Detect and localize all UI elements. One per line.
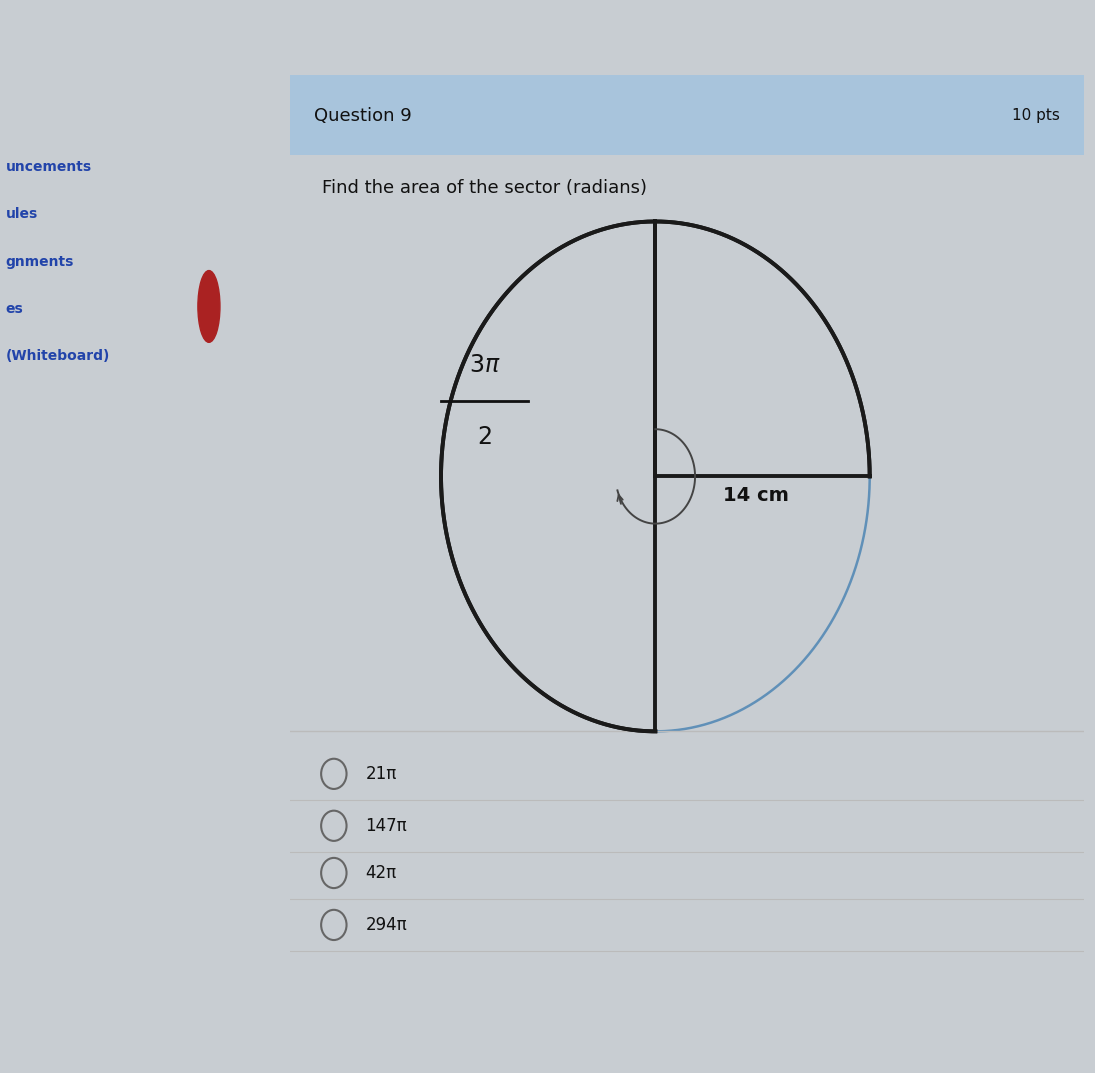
Text: ules: ules [5,207,38,221]
FancyBboxPatch shape [290,75,1084,156]
Text: Question 9: Question 9 [314,106,412,124]
Circle shape [198,270,220,342]
Text: 42π: 42π [366,864,396,882]
Text: 2: 2 [477,425,492,449]
Text: es: es [5,302,24,315]
Text: 14 cm: 14 cm [723,486,788,504]
Text: 10 pts: 10 pts [1013,108,1060,123]
Text: uncements: uncements [5,160,92,174]
Text: $3\pi$: $3\pi$ [469,353,500,377]
Text: 21π: 21π [366,765,397,783]
Text: (Whiteboard): (Whiteboard) [5,349,111,363]
Text: 147π: 147π [366,817,407,835]
Text: gnments: gnments [5,254,74,268]
Text: 294π: 294π [366,916,407,934]
Text: Find the area of the sector (radians): Find the area of the sector (radians) [322,179,647,197]
